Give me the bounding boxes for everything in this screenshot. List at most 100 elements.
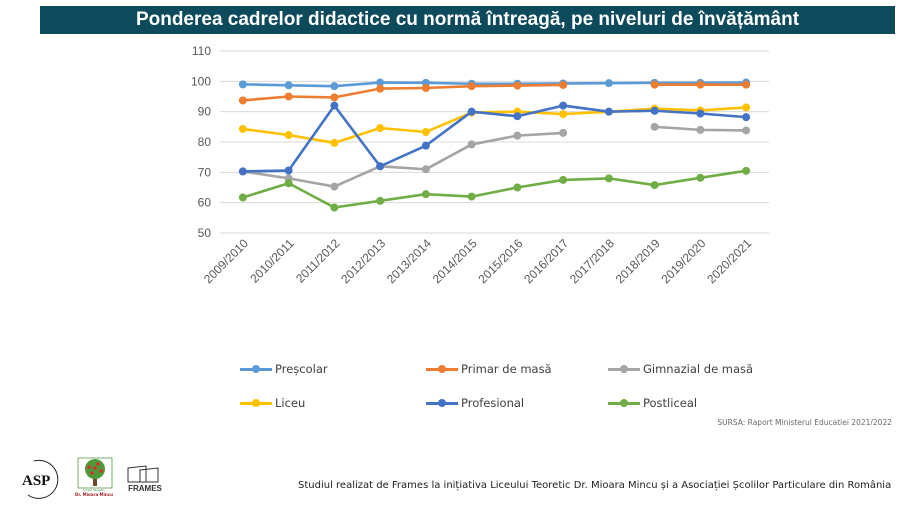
data-point	[742, 126, 751, 135]
tree-logo-bottom-text: Dr. Mioara Mincu	[75, 492, 113, 497]
data-point	[376, 162, 385, 171]
data-point	[376, 124, 385, 133]
y-tick-label: 50	[198, 226, 212, 240]
x-tick-label: 2014/2015	[430, 236, 480, 286]
data-point	[696, 125, 705, 134]
gridlines	[220, 50, 769, 234]
x-tick-label: 2013/2014	[384, 236, 434, 286]
x-tick-label: 2017/2018	[567, 236, 617, 286]
legend-item-profesional: Profesional	[426, 396, 524, 410]
x-tick-label: 2015/2016	[475, 236, 525, 286]
series-line	[242, 169, 747, 209]
data-point	[742, 166, 751, 175]
legend: Preșcolar Primar de masă Gimnazial de ma…	[240, 360, 780, 416]
legend-item-liceu: Liceu	[240, 396, 305, 410]
y-tick-label: 60	[198, 196, 212, 210]
data-point	[238, 80, 247, 89]
data-point	[696, 173, 705, 182]
legend-label: Postliceal	[643, 396, 698, 410]
data-point	[330, 93, 339, 102]
data-point	[284, 81, 293, 90]
legend-label: Profesional	[461, 396, 525, 410]
legend-swatch	[426, 398, 458, 408]
frames-logo	[127, 465, 159, 483]
data-point	[284, 92, 293, 101]
data-point	[238, 124, 247, 133]
y-tick-label: 80	[198, 135, 212, 149]
series-line	[242, 131, 564, 188]
data-point	[604, 174, 613, 183]
data-point	[330, 82, 339, 91]
legend-item-primar: Primar de masă	[426, 362, 552, 376]
x-tick-label: 2018/2019	[613, 236, 663, 286]
data-point	[742, 103, 751, 112]
legend-item-postliceal: Postliceal	[608, 396, 697, 410]
series-primar-de-mas-	[238, 80, 751, 105]
data-point	[513, 183, 522, 192]
data-point	[559, 101, 568, 110]
data-point	[330, 101, 339, 110]
x-tick-label: 2011/2012	[293, 236, 343, 286]
data-point	[376, 84, 385, 93]
title-bar: Ponderea cadrelor didactice cu normă înt…	[40, 6, 895, 34]
legend-label: Preșcolar	[275, 362, 328, 376]
y-tick-label: 90	[198, 105, 212, 119]
data-point	[513, 112, 522, 121]
data-point	[421, 190, 430, 199]
data-point	[467, 192, 476, 201]
y-axis-ticks: 50 60 70 80 90 100 110	[191, 44, 211, 240]
data-point	[742, 80, 751, 89]
data-point	[238, 96, 247, 105]
x-axis-ticks: 2009/20102010/20112011/20122012/20132013…	[201, 236, 754, 286]
x-tick-label: 2009/2010	[201, 236, 251, 286]
x-tick-label: 2019/2020	[658, 236, 708, 286]
frames-logo-text: FRAMES	[128, 484, 162, 493]
data-point	[284, 166, 293, 175]
legend-swatch	[240, 398, 272, 408]
legend-swatch	[608, 398, 640, 408]
data-point	[742, 113, 751, 122]
series-lines	[238, 78, 751, 212]
legend-swatch	[426, 364, 458, 374]
data-point	[376, 196, 385, 205]
legend-label: Liceu	[275, 396, 306, 410]
x-tick-label: 2012/2013	[338, 236, 388, 286]
x-tick-label: 2016/2017	[521, 236, 571, 286]
data-point	[650, 106, 659, 115]
data-point	[330, 182, 339, 191]
data-point	[330, 138, 339, 147]
x-tick-label: 2020/2021	[704, 236, 754, 286]
data-point	[284, 179, 293, 188]
data-point	[696, 80, 705, 89]
data-point	[421, 165, 430, 174]
series-postliceal	[238, 166, 751, 212]
legend-item-gimnazial: Gimnazial de masă	[608, 362, 753, 376]
data-point	[513, 81, 522, 90]
chart-title: Ponderea cadrelor didactice cu normă înt…	[135, 9, 800, 30]
tree-logo	[77, 457, 113, 489]
data-point	[421, 84, 430, 93]
legend-swatch	[240, 364, 272, 374]
data-point	[421, 141, 430, 150]
data-point	[284, 131, 293, 140]
data-point	[604, 79, 613, 88]
y-tick-label: 110	[192, 44, 211, 58]
data-point	[559, 110, 568, 119]
series-line	[242, 81, 747, 88]
x-tick-label: 2010/2011	[247, 236, 297, 286]
data-point	[421, 127, 430, 136]
data-point	[650, 80, 659, 89]
legend-label: Gimnazial de masă	[643, 362, 754, 376]
y-tick-label: 100	[191, 74, 211, 88]
data-point	[467, 140, 476, 149]
data-point	[696, 109, 705, 118]
data-point	[238, 193, 247, 202]
data-point	[513, 131, 522, 140]
legend-item-prescolar: Preșcolar	[240, 362, 328, 376]
data-point	[650, 122, 659, 131]
data-point	[238, 167, 247, 176]
asp-logo-text: ASP	[22, 473, 50, 489]
series-line	[242, 104, 747, 173]
y-tick-label: 70	[198, 165, 212, 179]
